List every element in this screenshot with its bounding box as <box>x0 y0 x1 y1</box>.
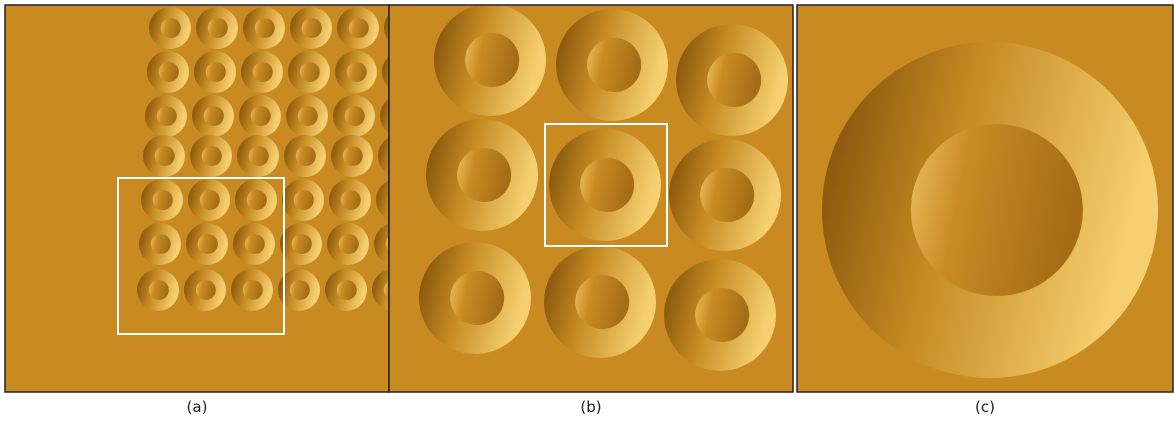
dimple-center <box>450 271 504 325</box>
dimple-center <box>707 53 761 107</box>
caption-c: (c) <box>975 398 995 416</box>
dimple-center <box>347 62 367 82</box>
dimple-center <box>580 158 634 212</box>
dimple-center <box>349 18 369 38</box>
dimple-center <box>575 275 629 329</box>
dimple-center <box>343 146 363 166</box>
dimple-center <box>339 234 359 254</box>
dimple-center <box>247 190 267 210</box>
dimple-center <box>700 168 754 222</box>
caption-a: (a) <box>187 398 208 416</box>
dimple-center <box>151 234 171 254</box>
dimple-center <box>204 106 224 126</box>
dimple-center <box>196 280 216 300</box>
dimple-center <box>206 62 226 82</box>
dimple-center <box>200 190 220 210</box>
dimple-center <box>149 280 169 300</box>
dimple-center <box>159 62 179 82</box>
dimple-center <box>292 234 312 254</box>
dimple-center <box>341 190 361 210</box>
dimple-center <box>296 146 316 166</box>
dimple-center <box>587 38 641 92</box>
dimple-center <box>155 146 175 166</box>
dimple-center <box>153 190 173 210</box>
dimple-center <box>457 148 511 202</box>
dimple-center <box>290 280 310 300</box>
caption-b: (b) <box>580 398 601 416</box>
dimple-center <box>255 18 275 38</box>
dimple-center <box>157 106 177 126</box>
dimple-center <box>911 124 1083 296</box>
dimple-center <box>245 234 265 254</box>
panel-b-dimples <box>419 4 788 371</box>
dimple-center <box>243 280 263 300</box>
dimple-center <box>253 62 273 82</box>
dimple-center <box>202 146 222 166</box>
dimple-center <box>337 280 357 300</box>
dimple-center <box>465 33 519 87</box>
dimple-center <box>300 62 320 82</box>
dimple-center <box>249 146 269 166</box>
dimple-center <box>198 234 218 254</box>
panel-c-dimples <box>822 42 1158 378</box>
dimple-center <box>345 106 365 126</box>
dimple-center <box>302 18 322 38</box>
dimple-center <box>695 288 749 342</box>
figure: (a) (b) (c) <box>0 0 1174 428</box>
dimple-center <box>294 190 314 210</box>
dimple-center <box>208 18 228 38</box>
dimple-center <box>161 18 181 38</box>
dimple-center <box>251 106 271 126</box>
dimple-center <box>298 106 318 126</box>
